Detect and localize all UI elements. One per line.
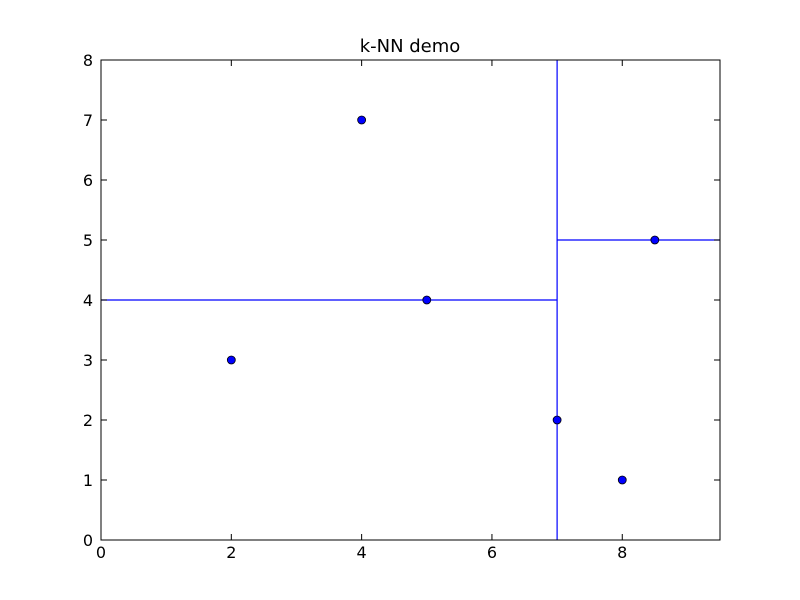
- x-tick-label: 0: [96, 543, 106, 562]
- data-point-2: [357, 115, 367, 125]
- data-points: [226, 115, 660, 485]
- axis-ticks: 0 2 4 6 8 0 1 2 3 4 5 6 7 8: [83, 51, 720, 562]
- x-tick-label: 2: [226, 543, 236, 562]
- data-point-4: [552, 415, 562, 425]
- y-tick-label: 6: [83, 171, 93, 190]
- y-tick-label: 5: [83, 231, 93, 250]
- y-tick-label: 8: [83, 51, 93, 70]
- data-point-3: [422, 295, 432, 305]
- y-tick-label: 7: [83, 111, 93, 130]
- split-lines: [101, 60, 720, 540]
- data-point-5: [617, 475, 627, 485]
- y-tick-label: 4: [83, 291, 93, 310]
- x-tick-label: 4: [357, 543, 367, 562]
- x-tick-label: 6: [487, 543, 497, 562]
- plot-area: [100, 59, 721, 541]
- x-tick-label: 8: [617, 543, 627, 562]
- data-point-1: [226, 355, 236, 365]
- y-tick-label: 2: [83, 411, 93, 430]
- data-point-6: [650, 235, 660, 245]
- y-tick-label: 0: [83, 531, 93, 550]
- chart-title: k-NN demo: [360, 36, 461, 57]
- y-tick-label: 1: [83, 471, 93, 490]
- y-tick-label: 3: [83, 351, 93, 370]
